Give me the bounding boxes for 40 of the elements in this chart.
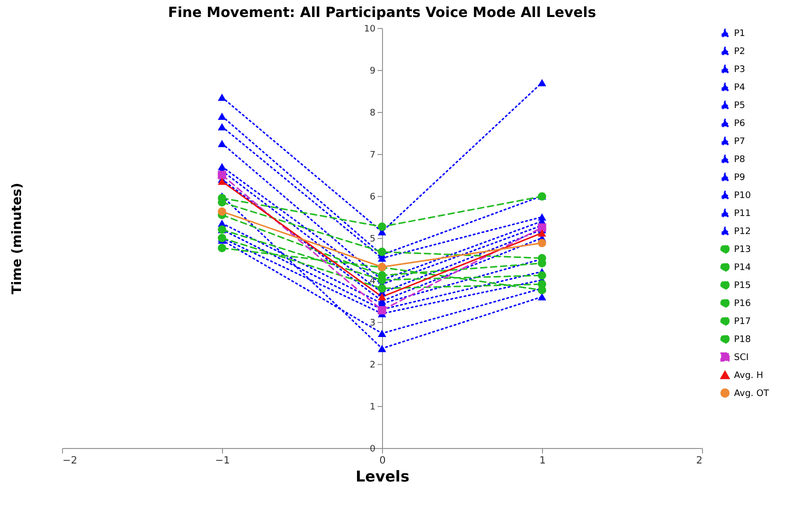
legend-label: P8	[734, 155, 746, 165]
legend-label: P6	[734, 119, 746, 129]
y-tick-label: 6	[370, 192, 376, 202]
x-tick-label: 2	[696, 456, 702, 466]
y-axis-title: Time (minutes)	[10, 182, 26, 294]
legend-label: Avg. OT	[734, 389, 770, 399]
y-tick-label: 5	[370, 234, 376, 244]
x-tick-label: −1	[215, 456, 230, 466]
y-tick-label: 4	[370, 276, 376, 286]
legend-label: P14	[734, 263, 752, 273]
legend-label: P15	[734, 281, 751, 291]
legend-label: Avg. H	[734, 371, 764, 381]
y-tick-label: 3	[370, 318, 376, 328]
x-tick-label: 0	[379, 456, 386, 466]
chart-title: Fine Movement: All Participants Voice Mode All Levels	[168, 5, 596, 21]
legend-label: P17	[734, 317, 751, 327]
y-tick-label: 2	[370, 360, 376, 370]
x-tick-label: −2	[62, 456, 78, 466]
legend-label: P16	[734, 299, 752, 309]
legend-label: P3	[734, 65, 746, 75]
y-tick-label: 10	[364, 24, 376, 34]
y-tick-label: 8	[370, 108, 376, 118]
x-tick-label: 1	[539, 456, 546, 466]
legend-label: P7	[734, 137, 746, 147]
legend-label: P2	[734, 47, 746, 57]
legend-label: P11	[734, 209, 751, 219]
y-tick-label: 1	[370, 402, 376, 412]
x-axis-title: Levels	[356, 468, 410, 486]
legend-label: P13	[734, 245, 751, 255]
legend-label: P9	[734, 173, 746, 183]
legend-label: P1	[734, 29, 746, 39]
y-tick-label: 0	[370, 444, 376, 454]
legend-label: P5	[734, 101, 746, 111]
legend-label: P10	[734, 191, 752, 201]
legend-label: P4	[734, 83, 746, 93]
legend-label: SCI	[734, 353, 749, 363]
legend-label: P18	[734, 335, 752, 345]
y-tick-label: 9	[370, 66, 376, 76]
legend-label: P12	[734, 227, 751, 237]
y-tick-label: 7	[370, 150, 376, 160]
